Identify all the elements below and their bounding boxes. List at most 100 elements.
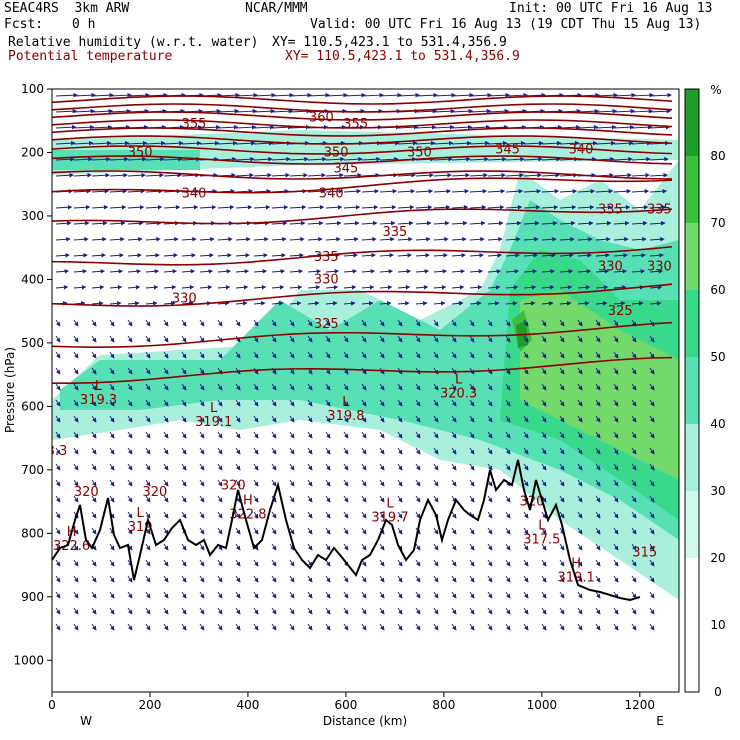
wind-vector — [631, 172, 650, 178]
wind-vector — [289, 108, 312, 114]
wind-vector — [631, 269, 646, 274]
wind-vector — [127, 301, 140, 306]
wind-vector — [577, 237, 593, 242]
wind-vector — [487, 399, 493, 407]
wind-vector — [649, 463, 655, 471]
wind-vector — [397, 92, 420, 98]
wind-vector — [325, 188, 344, 194]
wind-vector — [73, 156, 93, 162]
wind-vector — [289, 301, 302, 306]
wind-vector — [451, 383, 457, 391]
wind-vector — [397, 607, 403, 615]
wind-vector — [73, 623, 79, 631]
theta-contour-label: 355 — [182, 117, 207, 132]
y-tick-label: 1000 — [13, 653, 44, 667]
wind-vector — [361, 399, 367, 407]
wind-vector — [235, 415, 241, 423]
wind-vector — [361, 351, 367, 359]
wind-vector — [649, 367, 655, 375]
wind-vector — [577, 607, 583, 615]
wind-vector — [163, 495, 169, 503]
wind-vector — [595, 495, 601, 503]
wind-vector — [127, 447, 133, 455]
wind-vector — [109, 623, 115, 631]
wind-vector — [127, 172, 146, 178]
wind-vector — [91, 335, 97, 343]
wind-vector — [487, 335, 493, 343]
wind-vector — [109, 237, 125, 242]
wind-vector — [541, 237, 557, 242]
wind-vector — [235, 108, 258, 114]
wind-vector — [145, 623, 151, 631]
wind-vector — [271, 399, 277, 407]
wind-vector — [433, 383, 439, 391]
wind-vector — [577, 335, 583, 343]
wind-vector — [307, 527, 313, 535]
wind-vector — [451, 221, 468, 226]
wind-vector — [163, 511, 169, 519]
wind-vector — [289, 285, 303, 290]
wind-vector — [415, 559, 421, 567]
wind-vector — [379, 351, 385, 359]
wind-vector — [505, 527, 511, 535]
wind-vector — [469, 172, 488, 178]
wind-vector — [253, 383, 259, 391]
wind-vector — [361, 253, 376, 258]
wind-vector — [325, 253, 340, 258]
wind-vector — [325, 543, 331, 551]
wind-vector — [127, 351, 133, 359]
wind-vector — [145, 237, 161, 242]
wind-vector — [289, 172, 308, 178]
wind-vector — [541, 188, 560, 194]
wind-vector — [181, 415, 187, 423]
colorbar-swatch — [685, 357, 699, 424]
wind-vector — [217, 319, 223, 327]
wind-vector — [127, 108, 150, 114]
wind-vector — [163, 623, 169, 631]
wind-vector — [55, 319, 61, 327]
wind-vector — [73, 575, 79, 583]
wind-vector — [271, 285, 285, 290]
wind-vector — [127, 623, 133, 631]
wind-vector — [235, 124, 257, 130]
wind-vector — [73, 140, 94, 146]
wind-vector — [253, 431, 259, 439]
wind-vector — [253, 92, 276, 98]
wind-vector — [397, 399, 403, 407]
wind-vector — [451, 607, 457, 615]
wind-vector — [469, 319, 475, 327]
wind-vector — [379, 156, 399, 162]
wind-vector — [289, 221, 306, 226]
wind-vector — [433, 204, 451, 210]
wind-vector — [55, 156, 75, 162]
wind-vector — [613, 383, 619, 391]
wind-vector — [523, 543, 529, 551]
wind-vector — [109, 463, 115, 471]
wind-vector — [361, 367, 367, 375]
theta-contour-label: 345 — [495, 142, 520, 157]
wind-vector — [523, 253, 538, 258]
wind-vector — [145, 575, 151, 583]
wind-vector — [397, 319, 403, 327]
wind-vector — [361, 188, 380, 194]
wind-vector — [433, 124, 455, 130]
wind-vector — [289, 495, 295, 503]
wind-vector — [595, 415, 601, 423]
wind-vector — [127, 269, 142, 274]
colorbar-label: 80 — [710, 149, 725, 163]
wind-vector — [307, 156, 327, 162]
wind-vector — [91, 221, 108, 226]
wind-vector — [361, 511, 367, 519]
y-tick-label: 800 — [21, 526, 44, 540]
wind-vector — [451, 527, 457, 535]
theta-contour-label: 335 — [314, 250, 339, 265]
wind-vector — [361, 221, 378, 226]
wind-vector — [595, 351, 601, 359]
wind-vector — [163, 301, 176, 306]
wind-vector — [595, 92, 618, 98]
wind-vector — [505, 351, 511, 359]
wind-vector — [109, 447, 115, 455]
wind-vector — [55, 479, 61, 487]
wind-vector — [487, 124, 509, 130]
colorbar-label: 20 — [710, 551, 725, 565]
